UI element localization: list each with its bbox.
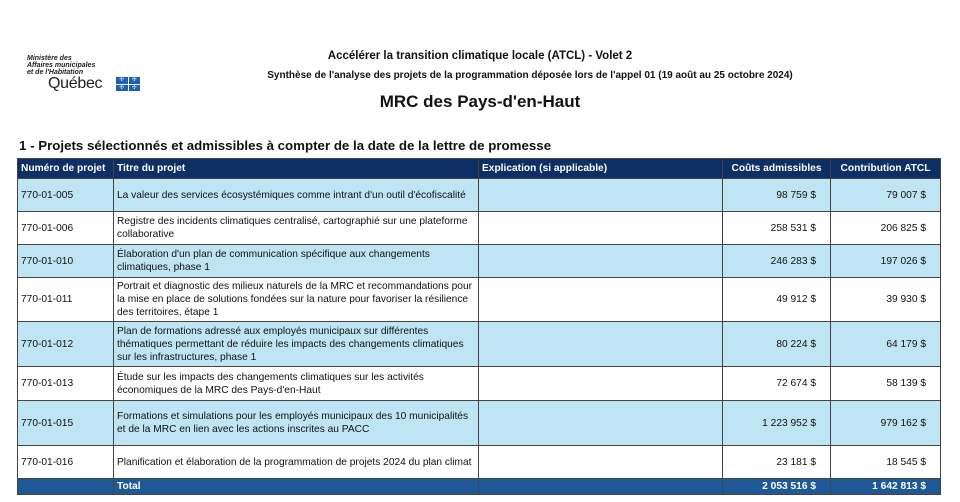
project-explication: [478, 178, 723, 212]
project-explication: [478, 277, 723, 322]
atcl-contribution: 18 545 $: [830, 445, 941, 479]
mrc-name: MRC des Pays-d'en-Haut: [379, 92, 581, 111]
ministry-line: Ministère des: [27, 55, 72, 62]
table-row: 770-01-005 La valeur des services écosyst…: [17, 178, 941, 212]
document-subtitle: Synthèse de l'analyse des projets de la …: [267, 70, 793, 81]
total-label: Total: [113, 478, 479, 495]
table-row: 770-01-011 Portrait et diagnostic des mil…: [17, 277, 941, 322]
atcl-contribution: 79 007 $: [830, 178, 941, 212]
eligible-costs: 49 912 $: [722, 277, 831, 322]
project-number: 770-01-006: [17, 211, 114, 245]
project-title: La valeur des services écosystémiques co…: [113, 178, 479, 212]
table-row: 770-01-012 Plan de formations adressé aux…: [17, 321, 941, 367]
eligible-costs: 98 759 $: [722, 178, 831, 212]
table-row: 770-01-015 Formations et simulations pour…: [17, 400, 941, 446]
table-row: 770-01-013 Étude sur les impacts des chan…: [17, 366, 941, 401]
atcl-contribution: 64 179 $: [830, 321, 941, 367]
project-number: 770-01-005: [17, 178, 114, 212]
total-blank: [17, 478, 114, 495]
ministry-line: et de l'Habitation: [27, 69, 84, 76]
project-explication: [478, 366, 723, 401]
col-contribution: Contribution ATCL: [830, 158, 941, 179]
project-title: Élaboration d'un plan de communication s…: [113, 244, 479, 278]
table-row: 770-01-006 Registre des incidents climati…: [17, 211, 941, 245]
eligible-costs: 72 674 $: [722, 366, 831, 401]
ministry-line: Affaires municipales: [27, 62, 96, 69]
project-number: 770-01-016: [17, 445, 114, 479]
atcl-contribution: 197 026 $: [830, 244, 941, 278]
project-explication: [478, 445, 723, 479]
eligible-costs: 23 181 $: [722, 445, 831, 479]
project-explication: [478, 400, 723, 446]
project-explication: [478, 244, 723, 278]
project-number: 770-01-013: [17, 366, 114, 401]
atcl-contribution: 58 139 $: [830, 366, 941, 401]
table-header: Numéro de projet Titre du projet Explica…: [17, 158, 941, 179]
total-row: Total 2 053 516 $ 1 642 813 $: [17, 478, 941, 495]
eligible-costs: 246 283 $: [722, 244, 831, 278]
col-titre: Titre du projet: [113, 158, 479, 179]
project-title: Planification et élaboration de la progr…: [113, 445, 479, 479]
table-row: 770-01-016 Planification et élaboration d…: [17, 445, 941, 479]
project-number: 770-01-015: [17, 400, 114, 446]
total-contribution: 1 642 813 $: [830, 478, 941, 495]
project-number: 770-01-010: [17, 244, 114, 278]
quebec-logo: Ministère des Affaires municipales et de…: [27, 55, 147, 92]
quebec-wordmark: Québec: [48, 75, 103, 92]
eligible-costs: 80 224 $: [722, 321, 831, 367]
atcl-contribution: 39 930 $: [830, 277, 941, 322]
project-title: Plan de formations adressé aux employés …: [113, 321, 479, 367]
document-title: Accélérer la transition climatique local…: [327, 50, 633, 62]
atcl-contribution: 979 162 $: [830, 400, 941, 446]
project-title: Registre des incidents climatiques centr…: [113, 211, 479, 245]
col-explication: Explication (si applicable): [478, 158, 723, 179]
project-explication: [478, 321, 723, 367]
project-title: Portrait et diagnostic des milieux natur…: [113, 277, 479, 322]
project-title: Formations et simulations pour les emplo…: [113, 400, 479, 446]
projects-table: Numéro de projet Titre du projet Explica…: [17, 158, 941, 495]
total-couts: 2 053 516 $: [722, 478, 831, 495]
col-couts: Coûts admissibles: [722, 158, 831, 179]
atcl-contribution: 206 825 $: [830, 211, 941, 245]
section-title: 1 - Projets sélectionnés et admissibles …: [19, 138, 552, 153]
total-explication: [478, 478, 723, 495]
table-row: 770-01-010 Élaboration d'un plan de commu…: [17, 244, 941, 278]
project-number: 770-01-012: [17, 321, 114, 367]
eligible-costs: 258 531 $: [722, 211, 831, 245]
project-explication: [478, 211, 723, 245]
col-numero: Numéro de projet: [17, 158, 114, 179]
project-number: 770-01-011: [17, 277, 114, 322]
fleurdelise-flag-icon: ✢ ✢ ✢ ✢: [116, 77, 140, 91]
eligible-costs: 1 223 952 $: [722, 400, 831, 446]
project-title: Étude sur les impacts des changements cl…: [113, 366, 479, 401]
ministry-name: Ministère des Affaires municipales et de…: [27, 55, 147, 76]
